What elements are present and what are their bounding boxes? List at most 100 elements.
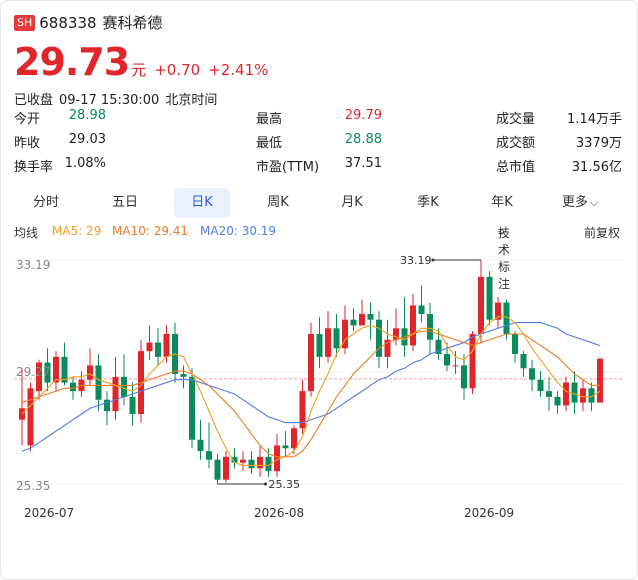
stock-name: 赛科希德 — [102, 14, 163, 32]
candle-body — [206, 451, 212, 460]
stat-label: 昨收 — [14, 136, 41, 151]
tab-1[interactable]: 五日 — [97, 188, 153, 218]
candle-body — [580, 388, 586, 403]
stat-label: 最低 — [256, 136, 283, 151]
candle-body — [291, 428, 297, 449]
candle-body — [325, 328, 331, 357]
candle-body — [554, 396, 561, 406]
candle-body — [231, 456, 238, 463]
candle-body — [240, 459, 246, 463]
tab-label: 周K — [267, 195, 289, 210]
ma-legend-title: 均线 — [14, 226, 39, 240]
candle-body — [486, 276, 493, 320]
stat-value: 31.56亿 — [571, 160, 622, 175]
candle-body — [104, 399, 110, 412]
candle-body — [27, 388, 34, 446]
candle-body — [121, 376, 127, 397]
candle-body — [359, 314, 365, 326]
candle-body — [274, 445, 280, 472]
stat-value: 29.03 — [68, 132, 106, 147]
tab-4[interactable]: 月K — [324, 188, 380, 218]
tab-label: 季K — [417, 195, 439, 210]
tab-0[interactable]: 分时 — [18, 188, 74, 218]
candle-body — [163, 334, 170, 357]
x-axis-label: 2026-07 — [24, 506, 74, 520]
candle-body — [155, 342, 161, 357]
candle-body — [520, 354, 527, 369]
candle-body — [571, 382, 578, 403]
candle-body — [546, 391, 552, 397]
y-axis-label: 33.19 — [16, 258, 50, 272]
tab-3[interactable]: 周K — [250, 188, 306, 218]
stat-value: 1.14万手 — [567, 112, 622, 127]
candle-body — [112, 376, 119, 412]
period-tabs: 分时 五日 日K 周K 月K 季K 年K 更多 ⌵ — [0, 188, 636, 218]
candle-body — [588, 388, 595, 403]
candle-body — [61, 356, 68, 383]
candle-body — [461, 365, 467, 389]
candle-body — [44, 362, 51, 383]
candle-body — [257, 456, 263, 469]
candle-body — [87, 365, 93, 380]
candle-body — [469, 334, 476, 389]
candle-body — [282, 445, 289, 449]
stat-value: 29.79 — [344, 108, 382, 123]
max-marker-label: 33.19 — [400, 254, 432, 267]
candle-body — [333, 328, 340, 349]
ma10-line — [21, 330, 600, 458]
candle-body — [376, 319, 382, 357]
candle-body — [495, 302, 501, 320]
candle-body — [503, 302, 510, 334]
ma5-line — [21, 316, 601, 466]
candle-body — [248, 459, 255, 469]
candle-body — [342, 319, 348, 349]
candle-body — [393, 328, 399, 340]
ma20-line — [21, 322, 601, 452]
tab-6[interactable]: 年K — [474, 188, 530, 218]
ma20-label: MA20: 30.19 — [200, 224, 277, 238]
y-axis-label: 29.27 — [16, 365, 50, 379]
candle-body — [597, 358, 603, 403]
ma5-label: MA5: 29 — [52, 224, 102, 238]
candle-body — [223, 456, 229, 480]
stat-value: 28.88 — [344, 132, 382, 147]
x-axis-label: 2026-09 — [464, 506, 514, 520]
stat-value: 3379万 — [575, 136, 622, 151]
tab-label: 更多 — [561, 195, 588, 210]
tab-label: 月K — [341, 195, 363, 210]
tech-annotation-label: 技术标注 — [498, 226, 511, 291]
candle-body — [452, 365, 459, 367]
candle-body — [129, 396, 136, 414]
candle-body — [478, 276, 484, 334]
stock-header: SH 688338 赛科希德 — [14, 12, 163, 33]
min-marker-dot — [264, 482, 267, 486]
stats-row: 昨收 29.03 最低 28.88 成交额 3379万 — [14, 132, 624, 152]
candle-body — [350, 319, 357, 326]
stat-value: 1.08% — [64, 156, 106, 171]
candle-body — [410, 305, 416, 346]
stat-label: 市盈(TTM) — [256, 160, 320, 175]
status-timezone: 北京时间 — [165, 93, 218, 108]
ma10-label: MA10: 29.41 — [112, 224, 189, 238]
stat-label: 今开 — [14, 112, 41, 127]
candle-body — [180, 374, 187, 377]
candle-body — [384, 339, 391, 357]
min-marker-label: 25.35 — [269, 478, 301, 491]
candle-body — [537, 379, 544, 392]
price-change: +0.70 — [154, 61, 201, 79]
tab-5[interactable]: 季K — [400, 188, 456, 218]
adjust-toggle[interactable]: 前复权 — [584, 226, 621, 240]
exchange-badge: SH — [14, 14, 36, 31]
tab-label: 日K — [191, 195, 213, 210]
kline-chart[interactable]: 33.19 29.27 25.35 33.19 25.35 2026-07 2026-08 2… — [0, 250, 636, 530]
stat-label: 成交额 — [496, 136, 536, 151]
candle-body — [367, 314, 374, 320]
tab-7[interactable]: 更多 ⌵ — [552, 188, 608, 218]
current-price: 29.73 — [14, 40, 130, 84]
tab-2[interactable]: 日K — [174, 188, 230, 218]
price-row: 29.73 元 +0.70 +2.41% — [14, 40, 268, 84]
stat-label: 最高 — [256, 112, 283, 127]
stats-row: 换手率 1.08% 市盈(TTM) 37.51 总市值 31.56亿 — [14, 156, 624, 176]
stats-row: 今开 28.98 最高 29.79 成交量 1.14万手 — [14, 108, 624, 128]
candle-body — [427, 314, 433, 340]
